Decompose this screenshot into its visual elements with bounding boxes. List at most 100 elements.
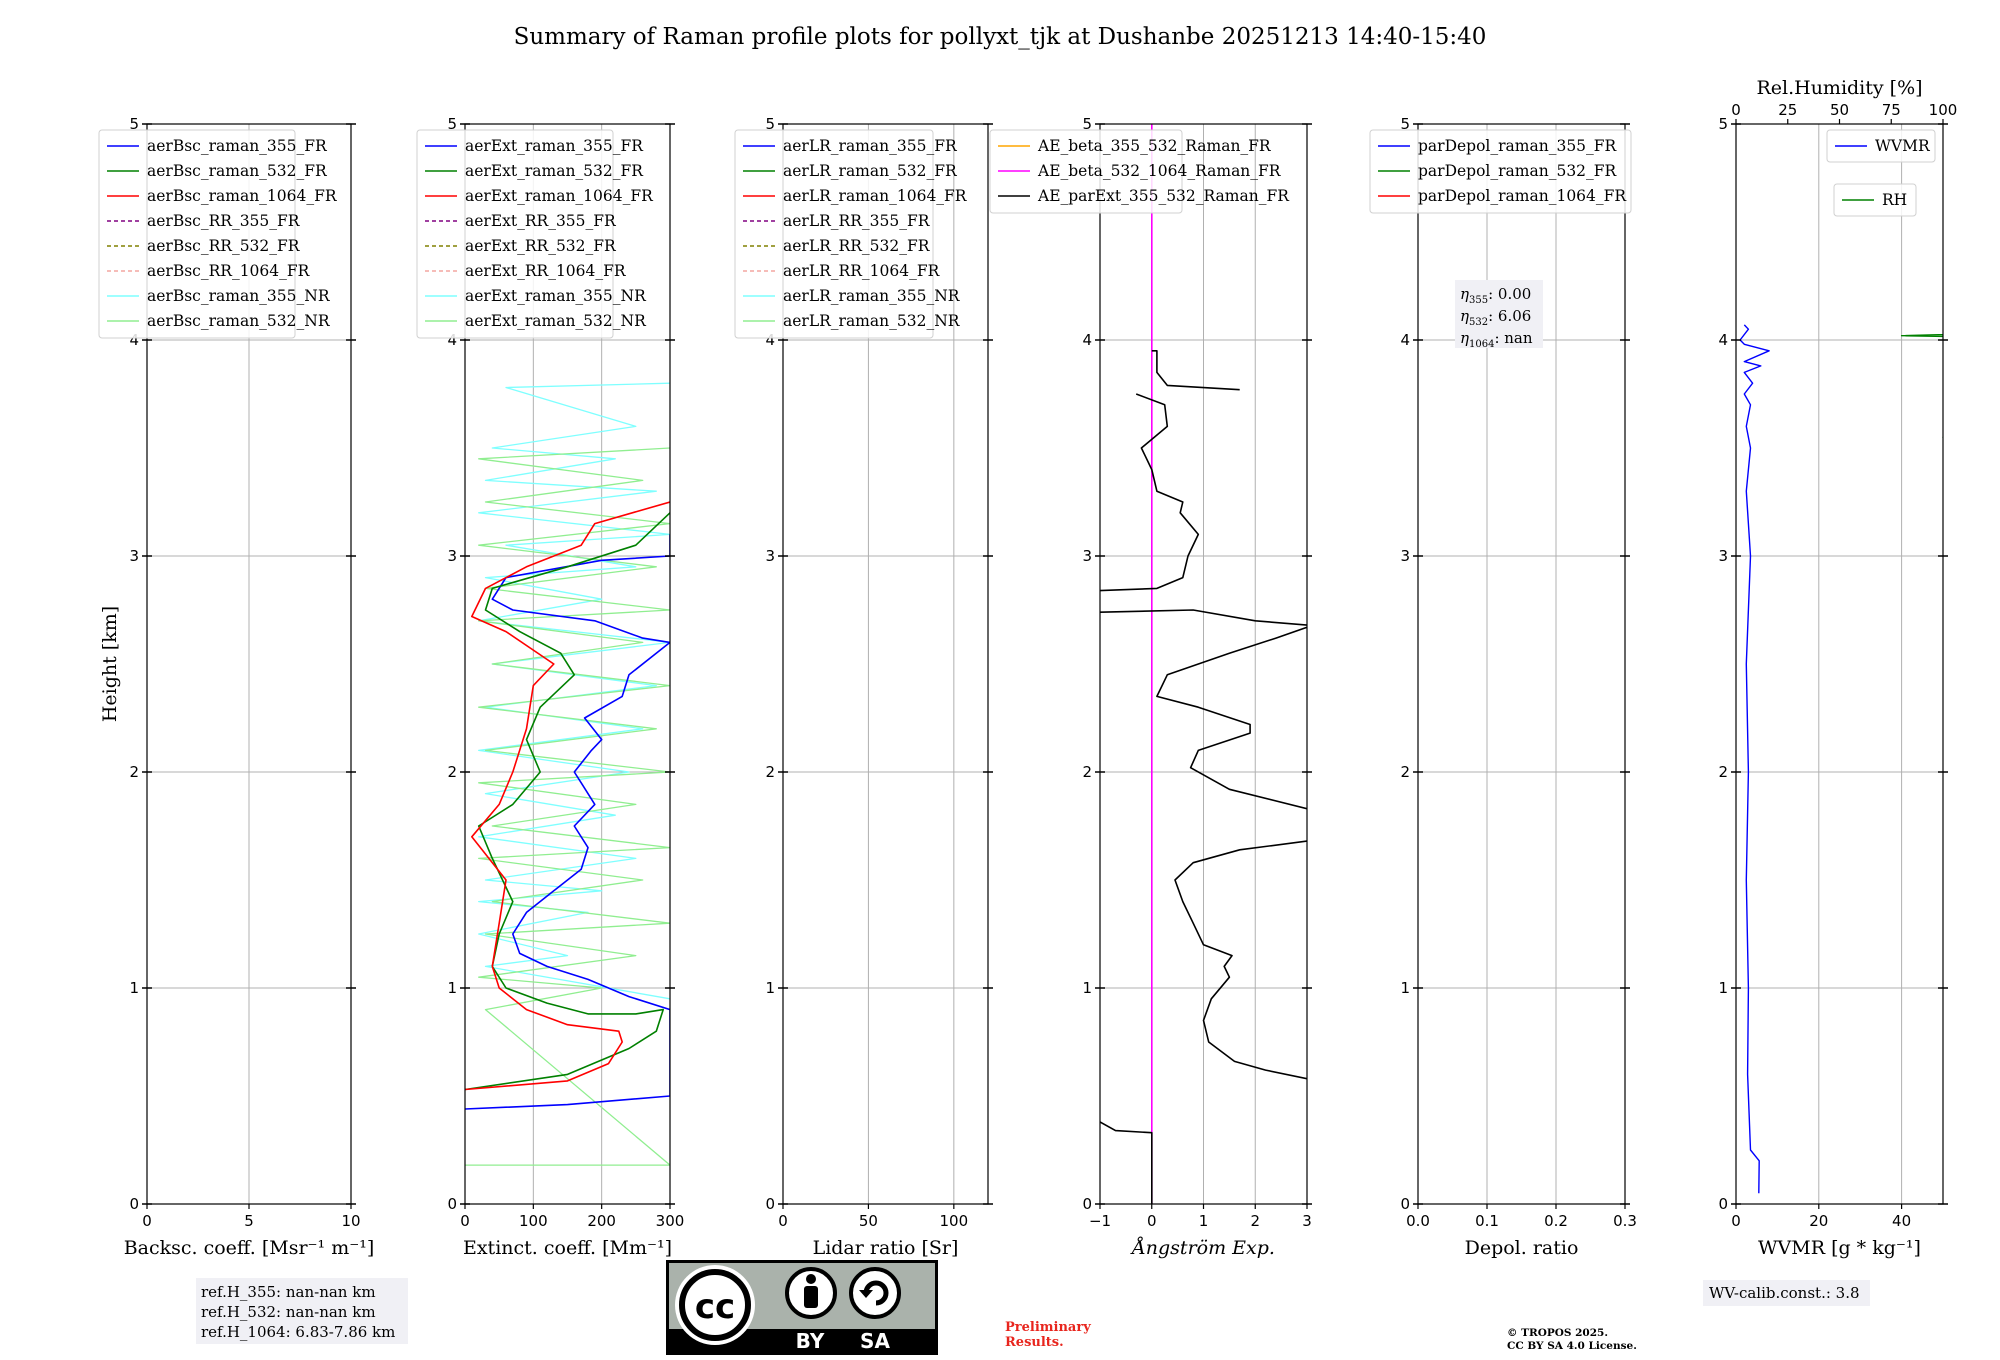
y-tick-label: 0	[129, 1195, 139, 1213]
legend-entry-parDepol_raman_1064_FR: parDepol_raman_1064_FR	[1418, 187, 1627, 205]
series-line-WVMR	[1739, 324, 1770, 1194]
legend-entry-AE_beta_532_1064_Raman_FR: AE_beta_532_1064_Raman_FR	[1037, 162, 1282, 180]
grid-ae	[1099, 123, 1308, 1205]
x-tick-label: 0	[1731, 1212, 1741, 1230]
x-tick-label: 40	[1892, 1212, 1911, 1230]
y-tick-label: 2	[1082, 763, 1092, 781]
legend-bsc: aerBsc_raman_355_FR aerBsc_raman_532_FRae…	[98, 129, 338, 339]
y-tick-label: 5	[1718, 115, 1728, 133]
y-tick-label: 2	[447, 763, 457, 781]
y-tick-label: 1	[447, 979, 457, 997]
x-tick-label: 0	[142, 1212, 152, 1230]
x-tick-label: −1	[1089, 1212, 1111, 1230]
y-tick-label: 4	[129, 331, 139, 349]
y-tick-label: 4	[1082, 331, 1092, 349]
preliminary-note: Preliminary Results.	[1005, 1320, 1091, 1350]
y-tick-label: 0	[1400, 1195, 1410, 1213]
x-tick-label: 200	[587, 1212, 616, 1230]
eta-1064: η1064: nan	[1460, 329, 1533, 350]
y-tick-label: 3	[765, 547, 775, 565]
top-x-axis-label: Rel.Humidity [%]	[1756, 77, 1922, 99]
series-line-aerExt_raman_355_NR	[478, 382, 670, 1000]
legend-entry-aerBsc_raman_1064_FR: aerBsc_raman_1064_FR	[147, 187, 338, 205]
y-tick-label: 3	[1718, 547, 1728, 565]
legend-lr: aerLR_raman_355_FR aerLR_raman_532_FR aerL…	[734, 129, 968, 339]
y-tick-label: 5	[129, 115, 139, 133]
cc-license-badge: cc BY SA	[666, 1260, 938, 1355]
series-line-AE_parExt_355_532_Raman_FR	[1100, 393, 1200, 592]
legend-entry-aerExt_raman_532_FR: aerExt_raman_532_FR	[465, 162, 644, 180]
legend-entry-WVMR: WVMR	[1875, 137, 1931, 155]
by-label: BY	[796, 1329, 825, 1353]
top-x-tick-label: 0	[1731, 101, 1741, 119]
y-tick-label: 2	[765, 763, 775, 781]
ref-height-532: ref.H_532: nan-nan km	[201, 1303, 376, 1321]
legend-box	[416, 129, 614, 339]
top-x-tick-label: 100	[1929, 101, 1958, 119]
legend-entry-parDepol_raman_532_FR: parDepol_raman_532_FR	[1418, 162, 1618, 180]
x-axis-label-wv: WVMR [g * kg⁻¹]	[1758, 1237, 1921, 1259]
series-line-AE_parExt_355_532_Raman_FR	[1156, 626, 1307, 810]
panel-ext: 0 1 2 3 4 5 0 100 200 300 Extinct. coeff. [Mm⁻¹] ae…	[416, 115, 684, 1259]
ref-height-1064: ref.H_1064: 6.83-7.86 km	[201, 1323, 395, 1341]
series-line-AE_parExt_355_532_Raman_FR	[1100, 1121, 1153, 1204]
preliminary-line-2: Results.	[1005, 1335, 1064, 1350]
legend-entry-aerBsc_raman_532_FR: aerBsc_raman_532_FR	[147, 162, 328, 180]
legend-entry-aerLR_RR_1064_FR: aerLR_RR_1064_FR	[783, 262, 941, 280]
x-tick-label: 0.0	[1406, 1212, 1430, 1230]
legend-entry-aerBsc_raman_355_NR: aerBsc_raman_355_NR	[147, 287, 331, 305]
top-x-tick-label: 50	[1830, 101, 1849, 119]
series-line-AE_parExt_355_532_Raman_FR	[1100, 609, 1307, 626]
series-group-ae	[1100, 124, 1307, 1204]
y-tick-label: 0	[1718, 1195, 1728, 1213]
x-tick-label: 20	[1809, 1212, 1828, 1230]
x-tick-label: 10	[341, 1212, 360, 1230]
y-tick-label: 0	[765, 1195, 775, 1213]
x-tick-label: 3	[1302, 1212, 1312, 1230]
y-tick-label: 0	[1082, 1195, 1092, 1213]
legend-entry-aerBsc_RR_1064_FR: aerBsc_RR_1064_FR	[147, 262, 311, 280]
copyright-line-1: © TROPOS 2025.	[1507, 1327, 1608, 1339]
panel-depol: 0 1 2 3 4 5 0.0 0.1 0.2 0.3 Depol. ratio parDepol_r…	[1369, 115, 1637, 1259]
y-tick-label: 5	[765, 115, 775, 133]
x-tick-label: 0	[778, 1212, 788, 1230]
panel-bsc: 0 1 2 3 4 5 0 5 10 Backsc. coeff. [Msr⁻¹ m⁻¹] aerB…	[98, 115, 374, 1259]
y-tick-label: 2	[1400, 763, 1410, 781]
axes-frame-wv	[1735, 123, 1944, 1205]
cc-logo-icon	[679, 1269, 751, 1341]
legend-box	[98, 129, 296, 339]
x-tick-label: 100	[519, 1212, 548, 1230]
series-line-AE_parExt_355_532_Raman_FR	[1151, 350, 1240, 391]
y-tick-label: 3	[447, 547, 457, 565]
y-tick-label: 2	[129, 763, 139, 781]
x-tick-label: 50	[859, 1212, 878, 1230]
ref-height-355: ref.H_355: nan-nan km	[201, 1283, 376, 1301]
legend-entry-aerExt_RR_532_FR: aerExt_RR_532_FR	[465, 237, 617, 255]
y-tick-label: 0	[447, 1195, 457, 1213]
axes-frame-ext	[464, 123, 671, 1205]
legend-entry-aerLR_RR_355_FR: aerLR_RR_355_FR	[783, 212, 931, 230]
legend-box	[1833, 183, 1917, 217]
y-tick-label: 2	[1718, 763, 1728, 781]
axes-frame-depol	[1417, 123, 1626, 1205]
y-tick-label: 1	[765, 979, 775, 997]
legend-entry-aerBsc_RR_532_FR: aerBsc_RR_532_FR	[147, 237, 301, 255]
legend-entry-aerExt_raman_355_FR: aerExt_raman_355_FR	[465, 137, 644, 155]
y-tick-label: 5	[447, 115, 457, 133]
x-axis-label-ext: Extinct. coeff. [Mm⁻¹]	[463, 1237, 672, 1259]
x-tick-label: 5	[244, 1212, 254, 1230]
legend-entry-aerBsc_raman_355_FR: aerBsc_raman_355_FR	[147, 137, 328, 155]
series-line-AE_parExt_355_532_Raman_FR	[1174, 840, 1307, 1080]
copyright-line-2: CC BY SA 4.0 License.	[1507, 1340, 1637, 1352]
legend-depol: parDepol_raman_355_FR parDepol_raman_532_…	[1369, 129, 1632, 214]
legend-ae: AE_beta_355_532_Raman_FR AE_beta_532_1064…	[989, 129, 1290, 214]
legend-entry-aerBsc_RR_355_FR: aerBsc_RR_355_FR	[147, 212, 301, 230]
legend-entry-aerLR_raman_355_FR: aerLR_raman_355_FR	[783, 137, 958, 155]
series-line-aerExt_raman_355_FR	[465, 534, 670, 1110]
series-line-aerExt_raman_532_NR	[465, 447, 670, 1166]
legend-box	[734, 129, 934, 339]
legend-entry-aerBsc_raman_532_NR: aerBsc_raman_532_NR	[147, 312, 331, 330]
eta-532: η532: 6.06	[1460, 307, 1531, 328]
